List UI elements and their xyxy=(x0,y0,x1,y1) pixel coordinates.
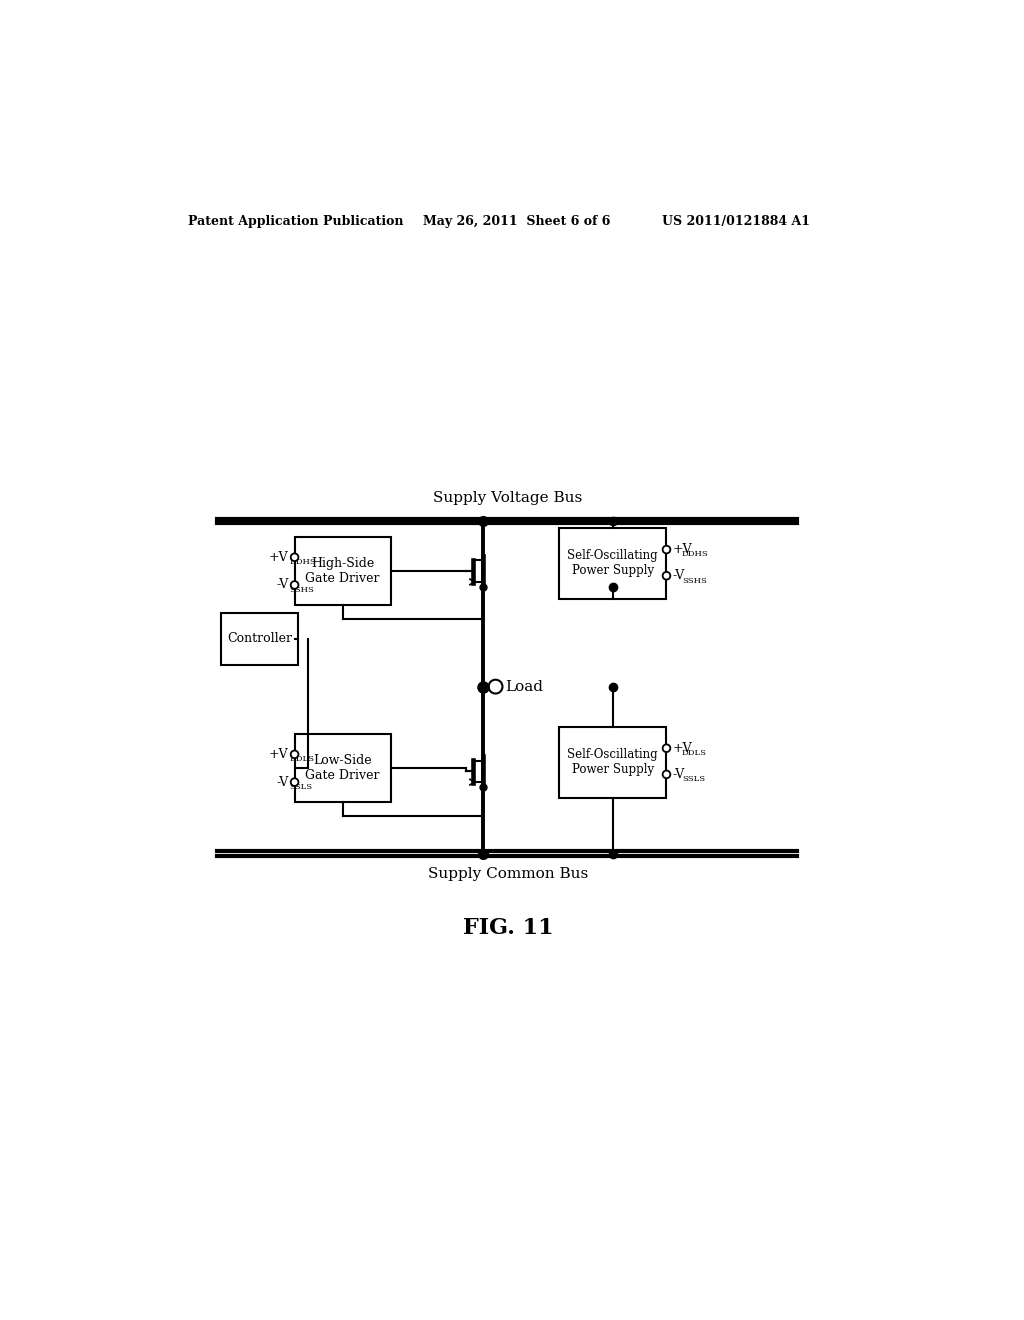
Text: +V: +V xyxy=(268,550,289,564)
Text: -V: -V xyxy=(673,768,685,781)
Circle shape xyxy=(291,581,298,589)
Text: +V: +V xyxy=(673,543,692,556)
Text: Patent Application Publication: Patent Application Publication xyxy=(188,215,403,228)
Text: US 2011/0121884 A1: US 2011/0121884 A1 xyxy=(662,215,810,228)
Text: SSLS: SSLS xyxy=(682,775,705,783)
Text: Self-Oscillating
Power Supply: Self-Oscillating Power Supply xyxy=(567,549,657,577)
Circle shape xyxy=(663,572,671,579)
Text: FIG. 11: FIG. 11 xyxy=(463,917,553,939)
Text: SSHS: SSHS xyxy=(289,586,314,594)
Text: SSHS: SSHS xyxy=(682,577,707,585)
Circle shape xyxy=(291,553,298,561)
Text: Supply Voltage Bus: Supply Voltage Bus xyxy=(433,491,583,506)
Bar xyxy=(295,734,391,803)
Text: Controller: Controller xyxy=(227,632,293,645)
Text: +V: +V xyxy=(673,742,692,755)
Text: -V: -V xyxy=(276,776,289,788)
Text: DDLS: DDLS xyxy=(289,755,314,763)
Bar xyxy=(295,537,391,605)
Text: Load: Load xyxy=(505,680,543,693)
Text: Low-Side
Gate Driver: Low-Side Gate Driver xyxy=(305,754,380,783)
Text: Supply Common Bus: Supply Common Bus xyxy=(428,867,588,880)
Circle shape xyxy=(663,545,671,553)
Text: SSLS: SSLS xyxy=(289,783,312,791)
Text: -V: -V xyxy=(673,569,685,582)
Text: DDHS: DDHS xyxy=(289,558,316,566)
Bar xyxy=(221,612,298,665)
Circle shape xyxy=(291,751,298,758)
Text: +V: +V xyxy=(268,748,289,760)
Bar xyxy=(559,726,667,797)
Text: Self-Oscillating
Power Supply: Self-Oscillating Power Supply xyxy=(567,748,657,776)
Circle shape xyxy=(663,771,671,779)
Circle shape xyxy=(291,779,298,785)
Text: DDHS: DDHS xyxy=(682,550,709,558)
Bar xyxy=(559,528,667,599)
Text: DDLS: DDLS xyxy=(682,748,707,756)
Text: -V: -V xyxy=(276,578,289,591)
Text: May 26, 2011  Sheet 6 of 6: May 26, 2011 Sheet 6 of 6 xyxy=(423,215,610,228)
Text: High-Side
Gate Driver: High-Side Gate Driver xyxy=(305,557,380,585)
Circle shape xyxy=(663,744,671,752)
